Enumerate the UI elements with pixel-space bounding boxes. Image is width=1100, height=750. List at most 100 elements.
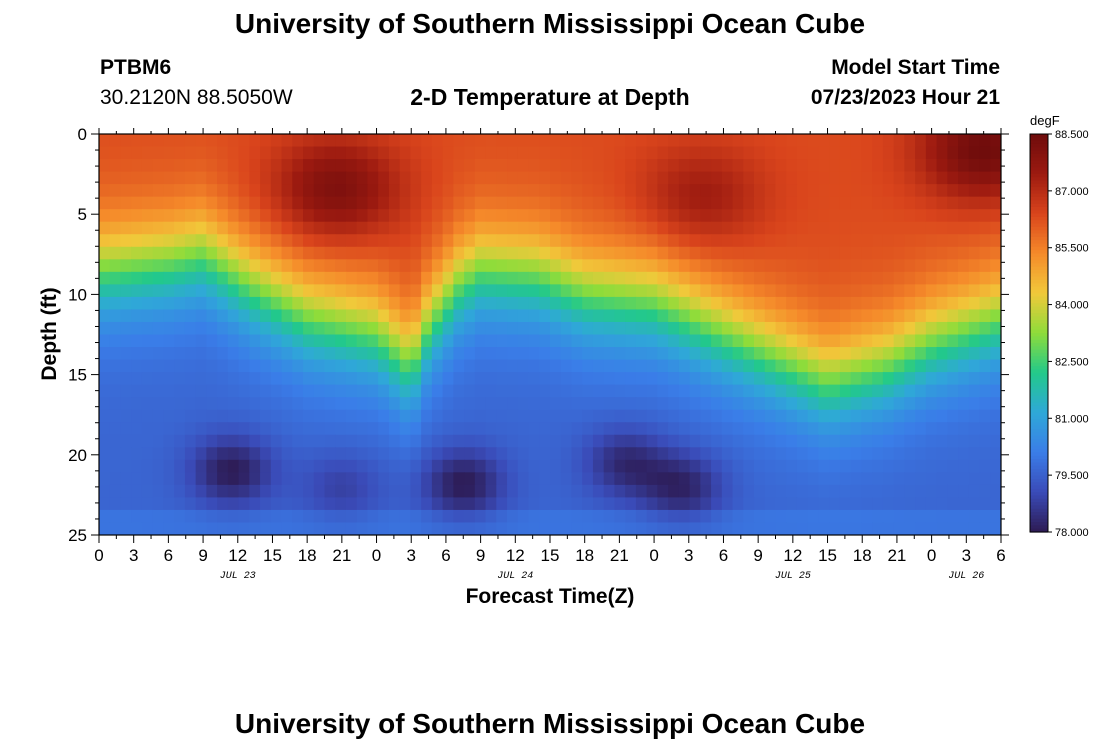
heatmap-cell — [120, 397, 132, 411]
heatmap-cell — [990, 184, 1001, 198]
heatmap-cell — [678, 296, 691, 311]
colorbar-cell — [1030, 339, 1048, 344]
heatmap-cell — [174, 447, 186, 461]
heatmap-cell — [711, 497, 723, 511]
heatmap-cell — [861, 484, 873, 499]
heatmap-cell — [539, 484, 551, 499]
colorbar-cell — [1030, 356, 1048, 361]
heatmap-cell — [775, 184, 787, 198]
heatmap-cell — [904, 209, 916, 223]
heatmap-cell — [388, 221, 401, 235]
heatmap-cell — [592, 434, 605, 448]
heatmap-cell — [195, 284, 207, 298]
heatmap-cell — [356, 171, 369, 185]
heatmap-cell — [217, 309, 229, 323]
heatmap-cell — [507, 296, 519, 311]
heatmap-cell — [711, 146, 723, 160]
heatmap-cell — [861, 159, 873, 173]
heatmap-cell — [592, 209, 605, 223]
heatmap-cell — [635, 146, 648, 160]
heatmap-cell — [453, 209, 465, 223]
colorbar-cell — [1030, 409, 1048, 414]
heatmap-cell — [410, 234, 422, 248]
heatmap-cell — [109, 472, 122, 486]
heatmap-cell — [378, 309, 390, 323]
colorbar-cell — [1030, 333, 1048, 337]
heatmap-cell — [281, 522, 293, 535]
heatmap-cell — [174, 321, 186, 336]
colorbar-cell — [1030, 475, 1048, 480]
heatmap-cell — [754, 409, 766, 423]
heatmap-cell — [356, 484, 369, 499]
heatmap-cell — [399, 209, 412, 223]
heatmap-cell — [775, 246, 787, 260]
heatmap-cell — [560, 146, 573, 160]
heatmap-cell — [485, 347, 497, 361]
heatmap-cell — [378, 472, 390, 486]
heatmap-cell — [592, 409, 605, 423]
colorbar-cell — [1030, 299, 1048, 304]
heatmap-cell — [152, 434, 165, 448]
colorbar-cell — [1030, 279, 1048, 284]
colorbar-cell — [1030, 372, 1048, 377]
heatmap-cell — [303, 234, 315, 248]
heatmap-cell — [260, 397, 272, 411]
heatmap-cell — [388, 259, 401, 273]
page-title: University of Southern Mississippi Ocean… — [234, 8, 866, 39]
heatmap-cell — [936, 484, 948, 499]
heatmap-cell — [893, 221, 905, 235]
day-label: JUL 25 — [775, 571, 811, 582]
heatmap-cell — [979, 334, 991, 348]
heatmap-cell — [120, 259, 132, 273]
heatmap-cell — [163, 171, 175, 185]
heatmap-cell — [721, 146, 734, 160]
heatmap-cell — [700, 134, 712, 148]
heatmap-cell — [163, 447, 175, 461]
heatmap-cell — [872, 146, 884, 160]
heatmap-cell — [882, 347, 895, 361]
heatmap-cell — [872, 171, 884, 185]
heatmap-cell — [796, 259, 809, 273]
heatmap-cell — [174, 459, 186, 473]
heatmap-cell — [904, 509, 916, 524]
heatmap-cell — [453, 184, 465, 198]
heatmap-cell — [378, 422, 390, 436]
heatmap-cell — [990, 409, 1001, 423]
heatmap-cell — [174, 259, 186, 273]
heatmap-cell — [550, 422, 562, 436]
heatmap-cell — [260, 497, 272, 511]
heatmap-cell — [668, 221, 680, 235]
heatmap-cell — [807, 209, 820, 223]
heatmap-cell — [689, 209, 701, 223]
heatmap-cell — [657, 259, 669, 273]
heatmap-cell — [775, 384, 787, 398]
colorbar-cell — [1030, 439, 1048, 444]
heatmap-cell — [507, 146, 519, 160]
heatmap-cells — [99, 134, 1001, 535]
heatmap-cell — [625, 522, 637, 535]
heatmap-cell — [131, 372, 143, 386]
heatmap-cell — [560, 522, 573, 535]
heatmap-cell — [99, 347, 111, 361]
heatmap-cell — [646, 209, 658, 223]
heatmap-cell — [711, 522, 723, 535]
heatmap-cell — [614, 522, 626, 535]
heatmap-cell — [184, 484, 197, 499]
heatmap-cell — [689, 509, 701, 524]
heatmap-cell — [796, 409, 809, 423]
heatmap-cell — [485, 271, 497, 285]
x-tick-label: 3 — [684, 546, 693, 565]
heatmap-cell — [431, 497, 444, 511]
heatmap-cell — [657, 159, 669, 173]
heatmap-cell — [721, 271, 734, 285]
heatmap-cell — [270, 484, 283, 499]
heatmap-cell — [195, 309, 207, 323]
heatmap-cell — [378, 196, 390, 210]
colorbar-cell — [1030, 336, 1048, 341]
heatmap-cell — [646, 359, 658, 373]
heatmap-cell — [184, 359, 197, 373]
heatmap-cell — [367, 334, 379, 348]
heatmap-cell — [872, 372, 884, 386]
heatmap-cell — [195, 296, 207, 311]
colorbar-cell — [1030, 190, 1048, 195]
